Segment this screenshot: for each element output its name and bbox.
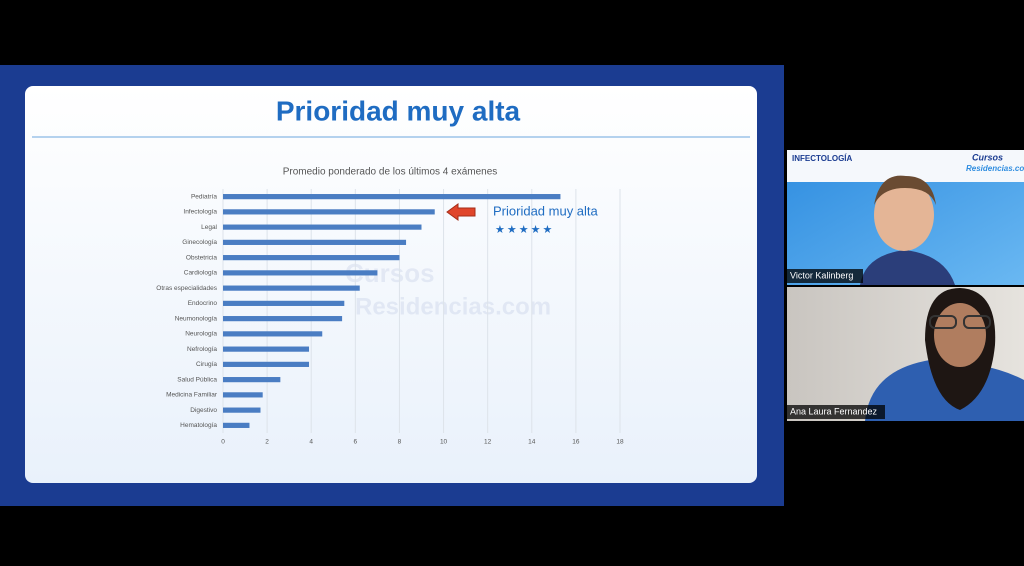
bar (223, 361, 310, 367)
glasses (929, 315, 957, 329)
bar (223, 331, 323, 337)
name-tag (787, 269, 863, 283)
x-tick-label: 2 (265, 439, 269, 446)
annotation: Prioridad muy alta (493, 203, 599, 218)
x-tick-label: 18 (616, 439, 624, 446)
x-tick-label: 6 (354, 439, 358, 446)
banner-left: INFECTOLOGÍA (792, 154, 853, 163)
arrow (446, 203, 476, 221)
slide-card (25, 86, 757, 483)
y-tick-label: Medicina Familiar (166, 392, 218, 399)
person-head (934, 303, 986, 367)
glasses (963, 315, 991, 329)
bar (223, 377, 281, 383)
bar (223, 194, 561, 200)
bar (223, 346, 310, 352)
x-tick-label: 16 (572, 439, 580, 446)
participant-name: Victor Kalinberg (790, 270, 853, 280)
bar (223, 316, 343, 322)
person (860, 250, 955, 285)
x-tick-label: 0 (221, 439, 225, 446)
x-tick-label: 8 (398, 439, 402, 446)
x-tick-label: 14 (528, 439, 536, 446)
x-tick-label: 12 (484, 439, 492, 446)
y-tick-label: Nefrología (187, 346, 217, 353)
watermark: Residencias.com (355, 293, 551, 320)
bar (223, 285, 360, 291)
bar (223, 422, 250, 428)
stars: ★★★★★ (495, 224, 554, 236)
bar (223, 255, 400, 261)
bar (223, 300, 345, 306)
banner-right: Residencias.com (966, 164, 1024, 173)
bar (223, 270, 378, 276)
chart-title: Promedio ponderado de los últimos 4 exám… (283, 167, 498, 178)
participant-name: Ana Laura Fernandez (790, 406, 878, 416)
chart: 0 2 4 6 8 10 12 14 16 18 Pediatría Infectología Lega… (156, 189, 624, 446)
y-tick-label: Ginecología (182, 239, 217, 246)
y-tick-label: Legal (201, 224, 217, 231)
x-tick-label: 10 (440, 439, 448, 446)
y-tick-label: Salud Pública (177, 376, 217, 383)
y-tick-label: Neumonología (175, 315, 218, 322)
y-tick-label: Obstetricia (186, 254, 217, 261)
y-tick-label: Digestivo (190, 407, 217, 414)
slide-title: Prioridad muy alta (276, 95, 521, 126)
y-tick-label: Otras especialidades (156, 285, 217, 292)
y-tick-label: Pediatría (191, 193, 217, 200)
y-tick-label: Cardiología (184, 270, 218, 277)
banner-right: Cursos (972, 152, 1003, 162)
x-tick-label: 4 (309, 439, 313, 446)
bar (223, 392, 263, 398)
name-tag (787, 405, 885, 419)
y-tick-label: Infectología (183, 209, 217, 216)
bar (223, 224, 422, 230)
bar (223, 209, 435, 215)
person-head (874, 179, 934, 251)
y-tick-label: Endocrino (188, 300, 218, 307)
y-tick-label: Hematología (180, 422, 217, 429)
person-hair (874, 175, 936, 205)
bar (223, 239, 407, 245)
y-tick-label: Neurología (185, 331, 217, 338)
y-tick-label: Cirugía (196, 361, 217, 368)
bar (223, 407, 261, 413)
